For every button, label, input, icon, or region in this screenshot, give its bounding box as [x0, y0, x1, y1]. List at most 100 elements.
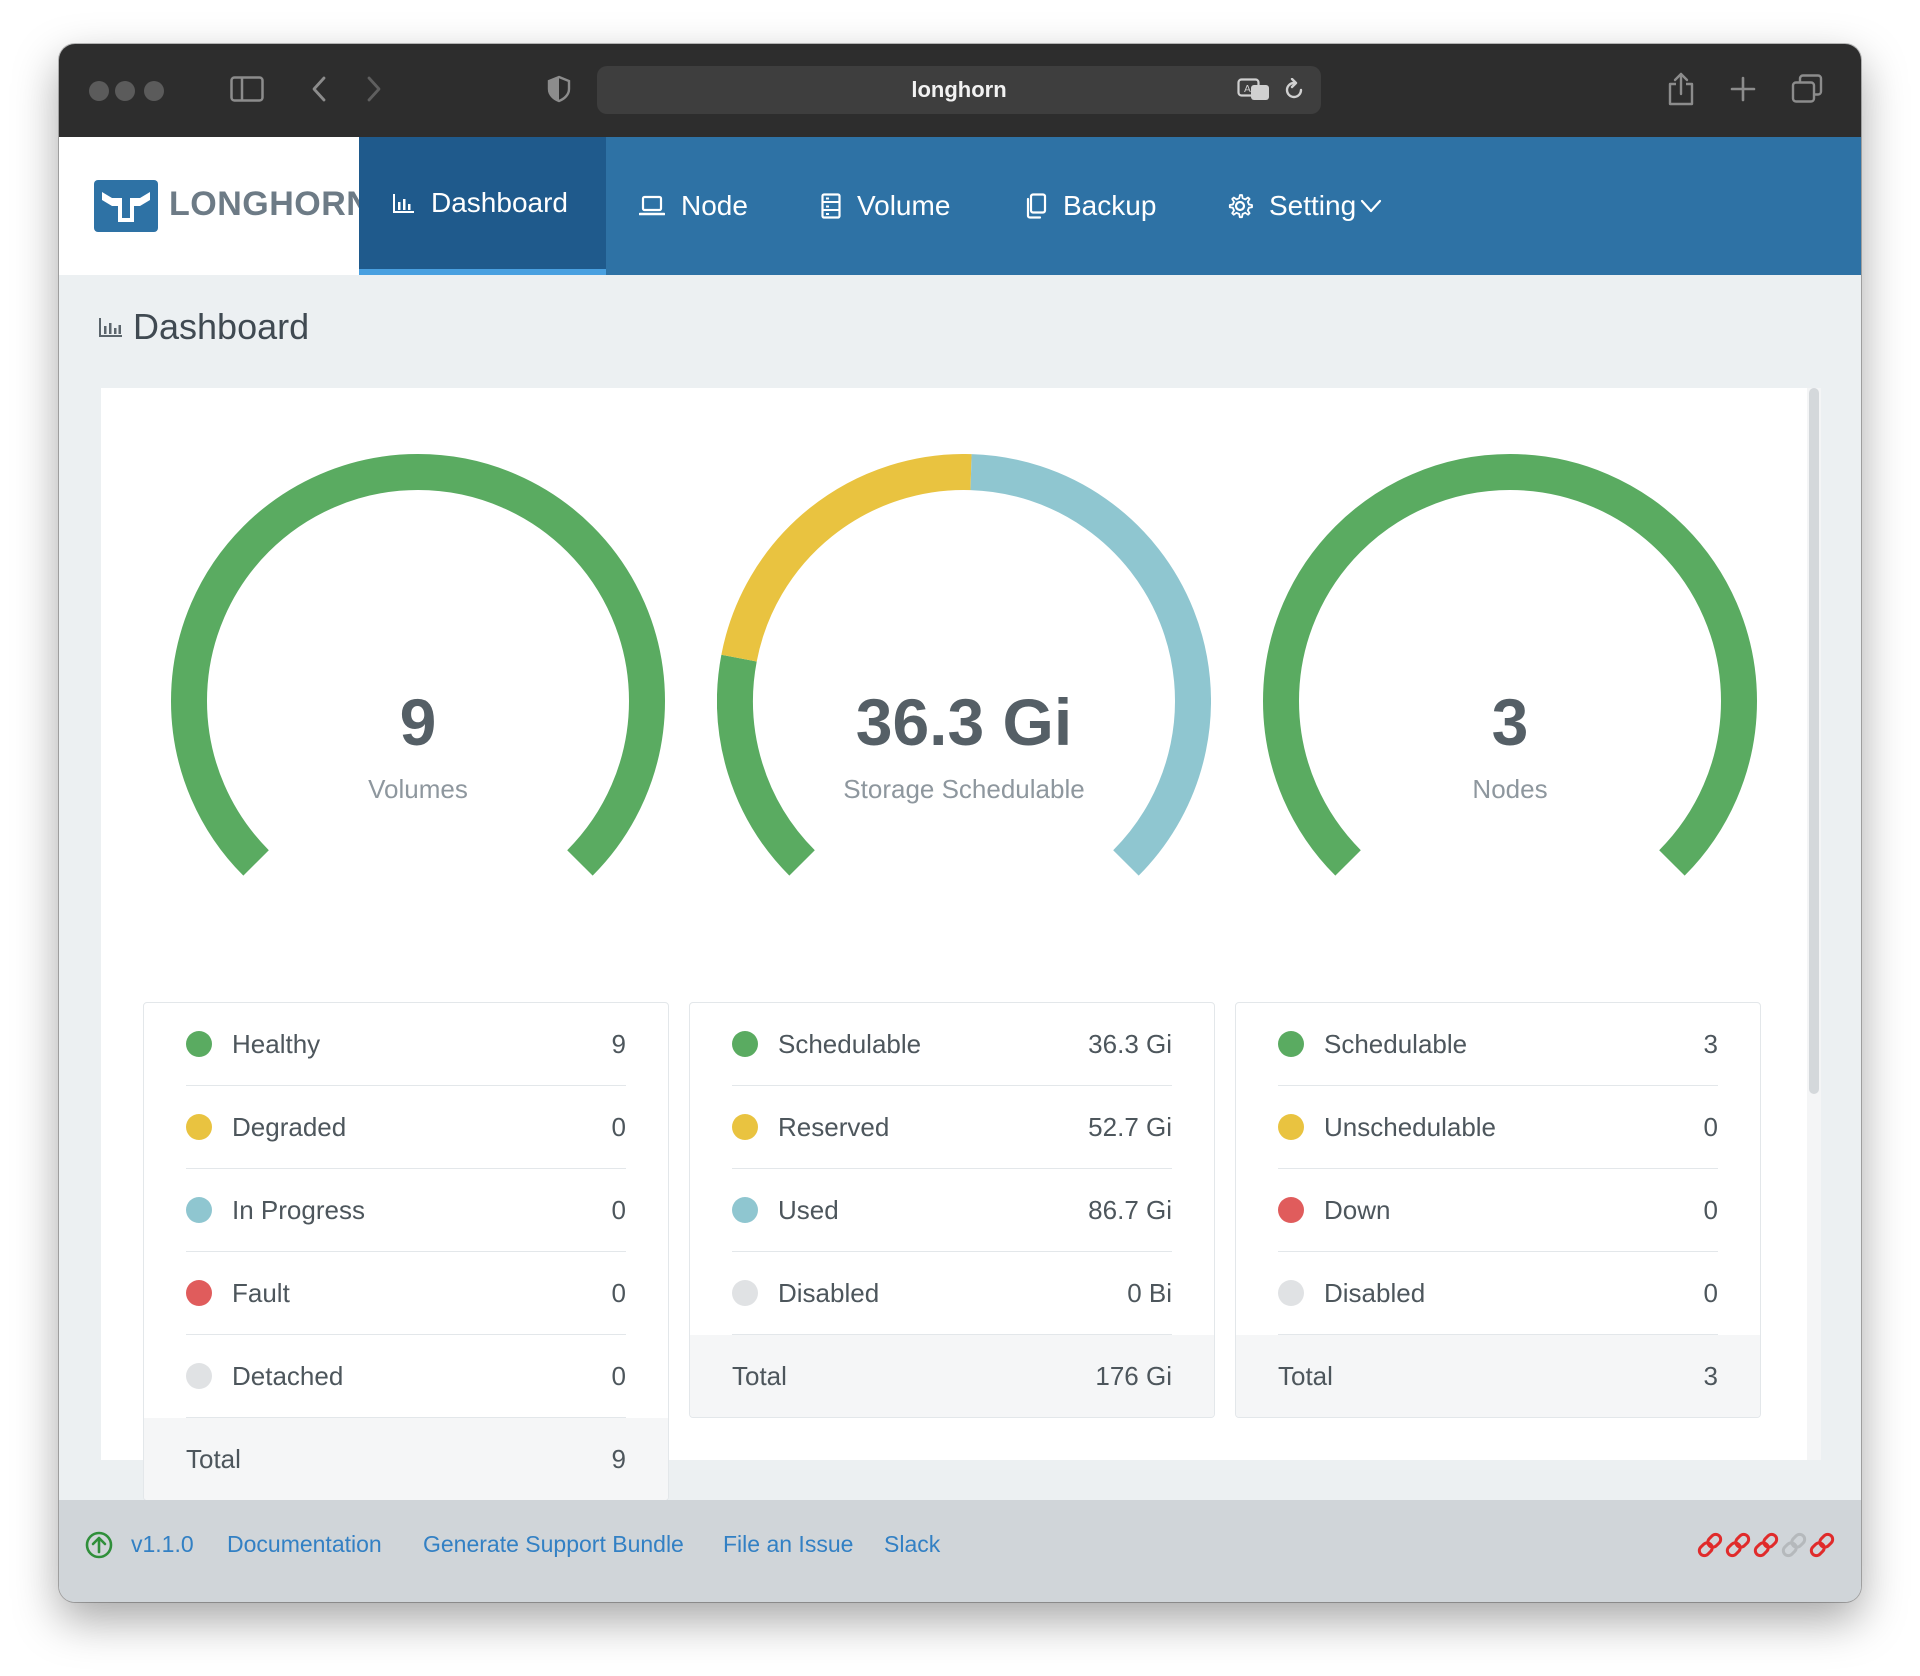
stat-label: Fault: [232, 1277, 290, 1308]
link-icon[interactable]: [1695, 1530, 1725, 1565]
documentation-link[interactable]: Documentation: [227, 1531, 382, 1557]
status-dot: [1278, 1197, 1304, 1223]
stat-row-reserved[interactable]: Reserved 52.7 Gi: [732, 1086, 1172, 1169]
volumes-gauge-chart: [171, 454, 665, 876]
link-icon[interactable]: [1779, 1530, 1809, 1565]
stat-value: 0: [611, 1111, 626, 1142]
new-tab-icon[interactable]: [1726, 64, 1760, 114]
page-title-text: Dashboard: [133, 306, 310, 347]
zoom-window-button[interactable]: [144, 81, 164, 101]
status-dot: [732, 1280, 758, 1306]
address-bar-text: longhorn: [911, 77, 1007, 102]
volumes-gauge[interactable]: 9 Volumes: [171, 454, 665, 884]
status-dot: [732, 1114, 758, 1140]
status-dot: [186, 1363, 212, 1389]
status-dot: [1278, 1031, 1304, 1057]
stat-label: Down: [1324, 1194, 1391, 1225]
stat-row-unschedulable[interactable]: Unschedulable 0: [1278, 1086, 1718, 1169]
stat-row-in-progress[interactable]: In Progress 0: [186, 1169, 626, 1252]
stat-row-detached[interactable]: Detached 0: [186, 1335, 626, 1418]
stat-label: Used: [778, 1194, 839, 1225]
brand[interactable]: LONGHORN: [59, 137, 371, 275]
volumes-stats-card: Healthy 9 Degraded 0 In Progress 0 Fault…: [143, 1002, 669, 1501]
browser-toolbar: longhorn A: [59, 44, 1861, 138]
status-dot: [186, 1197, 212, 1223]
stat-label: Disabled: [778, 1277, 880, 1308]
stat-label: Schedulable: [1324, 1028, 1468, 1059]
version-link[interactable]: v1.1.0: [131, 1531, 194, 1557]
privacy-shield-icon[interactable]: [544, 64, 574, 114]
stat-row-schedulable[interactable]: Schedulable 36.3 Gi: [732, 1003, 1172, 1086]
stat-total-label: Total: [1278, 1360, 1333, 1391]
sidebar-toggle-icon[interactable]: [227, 64, 267, 114]
storage-gauge-label: Storage Schedulable: [843, 774, 1085, 804]
link-icon[interactable]: [1807, 1530, 1837, 1565]
stat-label: Healthy: [232, 1028, 321, 1059]
forward-arrow-icon[interactable]: [359, 64, 389, 114]
stat-label: Detached: [232, 1360, 344, 1391]
stat-value: 0: [1703, 1277, 1718, 1308]
nodes-gauge-chart: [1263, 454, 1757, 876]
browser-window: longhorn A LONGHORN: [59, 44, 1861, 1602]
translate-icon[interactable]: A: [1237, 78, 1271, 107]
storage-gauge[interactable]: 36.3 Gi Storage Schedulable: [717, 454, 1211, 884]
storage-gauge-chart: [717, 454, 1211, 876]
stat-row-used[interactable]: Used 86.7 Gi: [732, 1169, 1172, 1252]
nodes-gauge-value: 3: [1491, 685, 1529, 759]
close-window-button[interactable]: [89, 81, 109, 101]
slack-link[interactable]: Slack: [884, 1531, 941, 1557]
stat-label: Unschedulable: [1324, 1111, 1497, 1142]
upgrade-arrow-icon[interactable]: [85, 1531, 113, 1564]
back-arrow-icon[interactable]: [304, 64, 334, 114]
volumes-gauge-value: 9: [399, 685, 437, 759]
status-dot: [732, 1197, 758, 1223]
app-navbar: LONGHORN Dashboard Node Volume Backup: [59, 137, 1861, 275]
gauge-segment-schedulable: [717, 654, 815, 876]
stat-value: 86.7 Gi: [1088, 1194, 1172, 1225]
stat-label: Disabled: [1324, 1277, 1426, 1308]
status-dot: [732, 1031, 758, 1057]
nav-backup[interactable]: Backup: [1025, 137, 1156, 275]
stat-total-row: Total 9: [144, 1418, 668, 1500]
panel-scrollbar[interactable]: [1807, 388, 1821, 1460]
copy-icon: [1025, 193, 1047, 219]
stat-row-down[interactable]: Down 0: [1278, 1169, 1718, 1252]
gauge-segment-schedulable: [1263, 454, 1757, 876]
stat-value: 0: [611, 1360, 626, 1391]
nodes-gauge-label: Nodes: [1472, 774, 1548, 804]
reload-icon[interactable]: [1282, 77, 1306, 107]
nav-node-label: Node: [681, 190, 748, 221]
stat-value: 9: [611, 1028, 626, 1059]
bar-chart-icon: [99, 317, 123, 337]
dashboard-panel: 9 Volumes 36.3 Gi Storage Schedulable 3 …: [101, 388, 1807, 1501]
stat-row-schedulable[interactable]: Schedulable 3: [1278, 1003, 1718, 1086]
bar-chart-icon: [393, 193, 415, 213]
minimize-window-button[interactable]: [115, 81, 135, 101]
stat-row-disabled[interactable]: Disabled 0: [1278, 1252, 1718, 1335]
nav-node[interactable]: Node: [639, 137, 748, 275]
stat-total-label: Total: [732, 1360, 787, 1391]
address-bar[interactable]: longhorn A: [597, 66, 1321, 114]
scrollbar-thumb[interactable]: [1809, 388, 1819, 1094]
nav-volume[interactable]: Volume: [821, 137, 950, 275]
nodes-gauge[interactable]: 3 Nodes: [1263, 454, 1757, 884]
stat-total-value: 9: [611, 1443, 626, 1474]
nav-dashboard[interactable]: Dashboard: [359, 137, 606, 275]
stat-row-healthy[interactable]: Healthy 9: [186, 1003, 626, 1086]
link-icon[interactable]: [1723, 1530, 1753, 1565]
tab-overview-icon[interactable]: [1787, 64, 1827, 114]
share-icon[interactable]: [1664, 64, 1698, 114]
stat-row-fault[interactable]: Fault 0: [186, 1252, 626, 1335]
stat-row-disabled[interactable]: Disabled 0 Bi: [732, 1252, 1172, 1335]
brand-name: LONGHORN: [169, 185, 372, 223]
link-icon[interactable]: [1751, 1530, 1781, 1565]
laptop-icon: [639, 195, 665, 217]
status-dot: [1278, 1280, 1304, 1306]
generate-support-bundle-link[interactable]: Generate Support Bundle: [423, 1531, 684, 1557]
stat-value: 0 Bi: [1127, 1277, 1172, 1308]
stat-value: 36.3 Gi: [1088, 1028, 1172, 1059]
stat-row-degraded[interactable]: Degraded 0: [186, 1086, 626, 1169]
nav-setting[interactable]: Setting: [1227, 137, 1382, 275]
stat-label: In Progress: [232, 1194, 365, 1225]
file-an-issue-link[interactable]: File an Issue: [723, 1531, 854, 1557]
